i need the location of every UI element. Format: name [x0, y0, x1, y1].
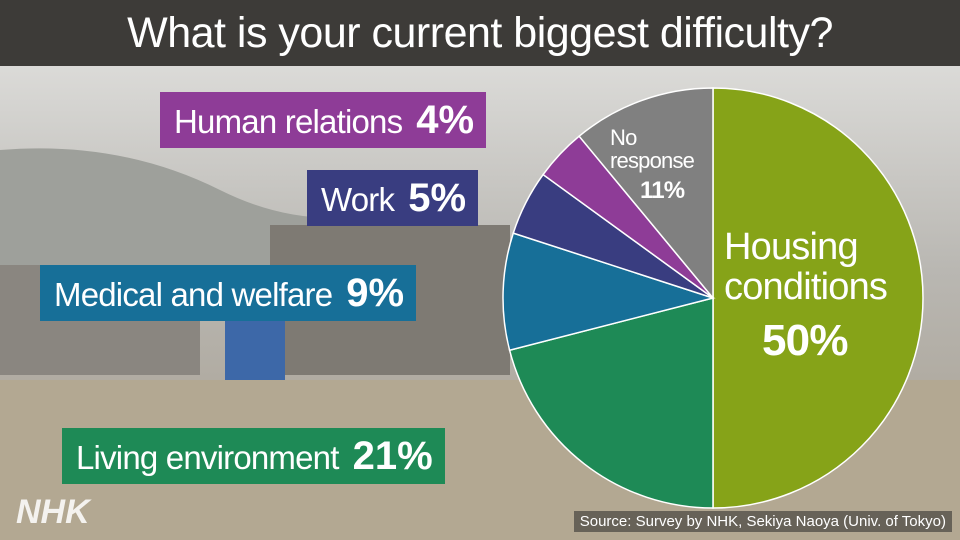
pie-slice	[508, 297, 714, 509]
title: What is your current biggest difficulty?	[0, 0, 960, 66]
slice-label: Human relations 4%	[160, 92, 487, 148]
value-label: 11%	[640, 177, 685, 205]
value-label: 50%	[762, 315, 848, 365]
category-label: Human relations	[174, 103, 403, 140]
slice-label: Living environment 21%	[62, 428, 445, 484]
value-label: 9%	[346, 271, 405, 315]
pie-slice	[578, 87, 714, 301]
slice-label: No response 11%	[610, 126, 715, 203]
category-label: Housing conditions	[724, 226, 888, 308]
logo: NHK	[16, 493, 90, 531]
slice-label: Housing conditions 50%	[724, 226, 914, 365]
category-label: Living environment	[76, 439, 339, 476]
value-label: 21%	[352, 434, 433, 478]
slice-label: Work 5%	[307, 170, 479, 226]
source: Source: Survey by NHK, Sekiya Naoya (Uni…	[573, 511, 952, 532]
category-label: Medical and welfare	[54, 276, 333, 313]
category-label: No response	[610, 125, 695, 174]
category-label: Work	[321, 181, 395, 218]
value-label: 4%	[416, 98, 475, 142]
pie-slice	[502, 232, 716, 352]
value-label: 5%	[408, 176, 467, 220]
pie-slice	[712, 87, 924, 509]
slice-label: Medical and welfare 9%	[40, 265, 417, 321]
